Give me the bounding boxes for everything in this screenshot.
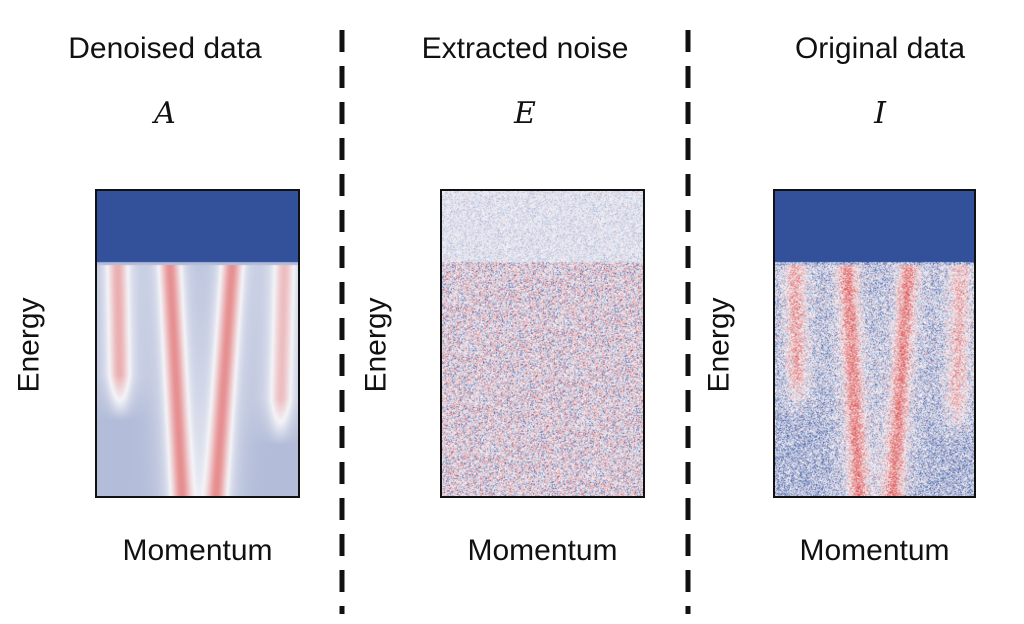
x-axis-label-noise: Momentum — [467, 534, 618, 567]
panel-title-noise: Extracted noise — [421, 32, 629, 65]
heatmap-denoised — [95, 189, 300, 498]
panel-title-original: Original data — [794, 32, 966, 65]
dashed-divider-right — [685, 30, 691, 614]
heatmap-canvas-original — [775, 191, 974, 496]
y-axis-label-denoised: Energy — [12, 297, 46, 393]
panel-symbol-e: E — [514, 96, 536, 131]
panel-denoised: Denoised data A Energy Momentum — [0, 0, 330, 624]
panel-noise: Extracted noise E Energy Momentum — [345, 0, 685, 624]
heatmap-canvas-denoised — [97, 191, 298, 496]
panel-title-denoised: Denoised data — [68, 32, 262, 65]
y-axis-label-original: Energy — [702, 297, 736, 393]
y-axis-label-noise: Energy — [359, 297, 393, 393]
dashed-divider-left — [339, 30, 345, 614]
panel-symbol-i: I — [874, 96, 886, 131]
panel-symbol-a: A — [154, 96, 176, 131]
x-axis-label-denoised: Momentum — [122, 534, 273, 567]
panel-original: Original data I Energy Momentum — [690, 0, 1024, 624]
heatmap-original — [773, 189, 976, 498]
heatmap-canvas-noise — [442, 191, 643, 496]
heatmap-noise — [440, 189, 645, 498]
x-axis-label-original: Momentum — [799, 534, 950, 567]
